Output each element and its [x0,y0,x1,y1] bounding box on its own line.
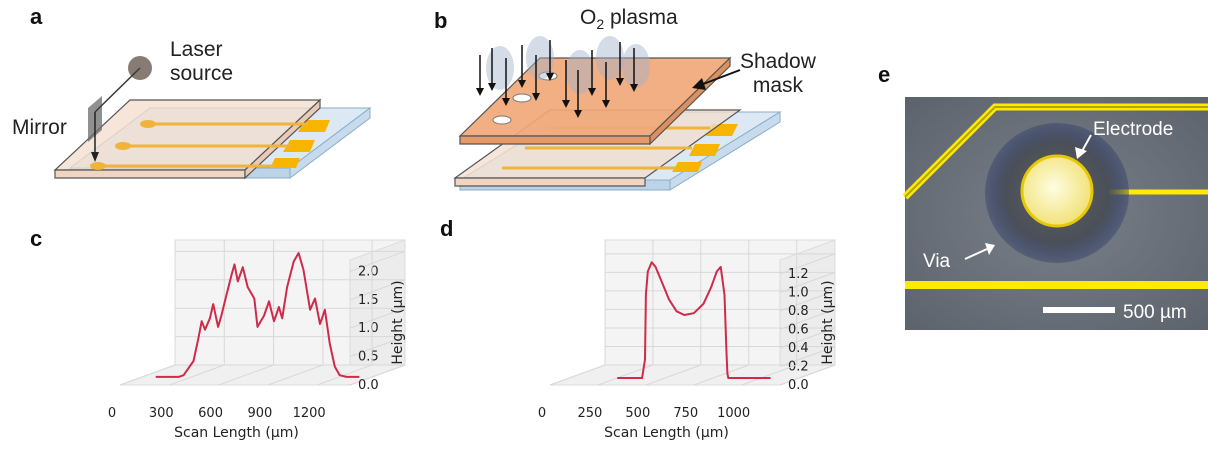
x-tick-label: 0 [538,406,546,421]
panel-d-letter: d [440,216,454,241]
x-axis-label: Scan Length (μm) [174,425,299,441]
plasma-subscript: 2 [596,16,605,33]
series-line [617,261,771,379]
panel-a-schematic [53,56,372,180]
grid-line-y [605,290,836,312]
grid-line-x [549,240,606,386]
micrograph: Electrode Via 500 µm [902,97,1208,330]
grid-line-y [175,279,406,301]
grid-line-x [119,240,176,386]
y-tick-label: 1.0 [358,321,379,336]
grid-line-y [175,364,406,386]
y-tick-label: 2.0 [358,264,379,279]
grid-line-y [605,346,836,367]
scale-label: 500 µm [1123,302,1187,323]
grid-line-y [175,250,406,272]
laser-line-1: Laser [170,38,223,61]
laser-line-2: source [170,62,234,86]
grid-line-y [605,271,836,293]
grid-line-y [175,336,406,358]
grid-line-x [645,240,702,386]
chart-d: 0.0 0.2 0.4 0.6 0.8 1.0 1.2 0 250 500 750 1000 Scan … [538,239,836,441]
shadow-line-1: Shadow [740,50,816,73]
x-tick-label: 900 [247,406,272,421]
y-tick-label: 0.2 [788,359,809,374]
x-axis-label: Scan Length (μm) [604,425,729,441]
x-tick-label: 1200 [293,406,326,421]
y-axis-label: Height (μm) [820,280,836,364]
grid-line-x [316,240,373,386]
grid-line-y [605,327,836,349]
x-tick-label: 0 [108,406,116,421]
y-tick-label: 1.2 [788,267,809,282]
mirror-label: Mirror [12,116,67,139]
grid-line-y [605,253,836,275]
o2-plasma-label: O2 plasma [580,6,678,32]
shadow-mask-label: Shadow mask [740,50,816,98]
panel-b-schematic [453,36,782,191]
x-tick-label: 750 [673,406,698,421]
electrode-label: Electrode [1093,119,1173,140]
x-tick-label: 600 [198,406,223,421]
chart-c: 0.0 0.5 1.0 1.5 2.0 0 300 600 900 1200 Scan Length… [108,239,406,441]
grid-line-x [693,240,750,386]
y-tick-label: 0.8 [788,304,809,319]
plasma-prefix: O [580,6,597,29]
y-tick-label: 0.6 [788,322,809,337]
y-tick-label: 1.5 [358,293,379,308]
y-tick-label: 0.0 [358,378,379,393]
y-axis-label: Height (μm) [390,280,406,364]
x-tick-label: 500 [625,406,650,421]
series-line [155,252,360,378]
y-tick-label: 0.4 [788,341,809,356]
grid-line-x [218,240,275,386]
panel-e-letter: e [878,62,891,87]
x-tick-label: 300 [149,406,174,421]
plasma-suffix: plasma [604,6,678,29]
laser-source-label: Laser source [170,38,233,86]
x-tick-label: 250 [578,406,603,421]
y-tick-label: 0.0 [788,378,809,393]
grid-line-x [597,240,654,386]
grid-line-x [169,240,225,386]
grid-line-x [267,240,324,386]
panel-a-letter: a [30,4,43,29]
panel-c-letter: c [30,226,43,251]
via-label: Via [923,251,951,272]
shadow-line-2: mask [752,74,804,98]
grid-line-y [605,364,836,386]
grid-line-y [175,307,406,329]
y-tick-label: 1.0 [788,285,809,300]
x-tick-label: 1000 [717,406,750,421]
y-tick-label: 0.5 [358,350,379,365]
grid-line-y [605,308,836,330]
panel-b-letter: b [434,8,448,33]
